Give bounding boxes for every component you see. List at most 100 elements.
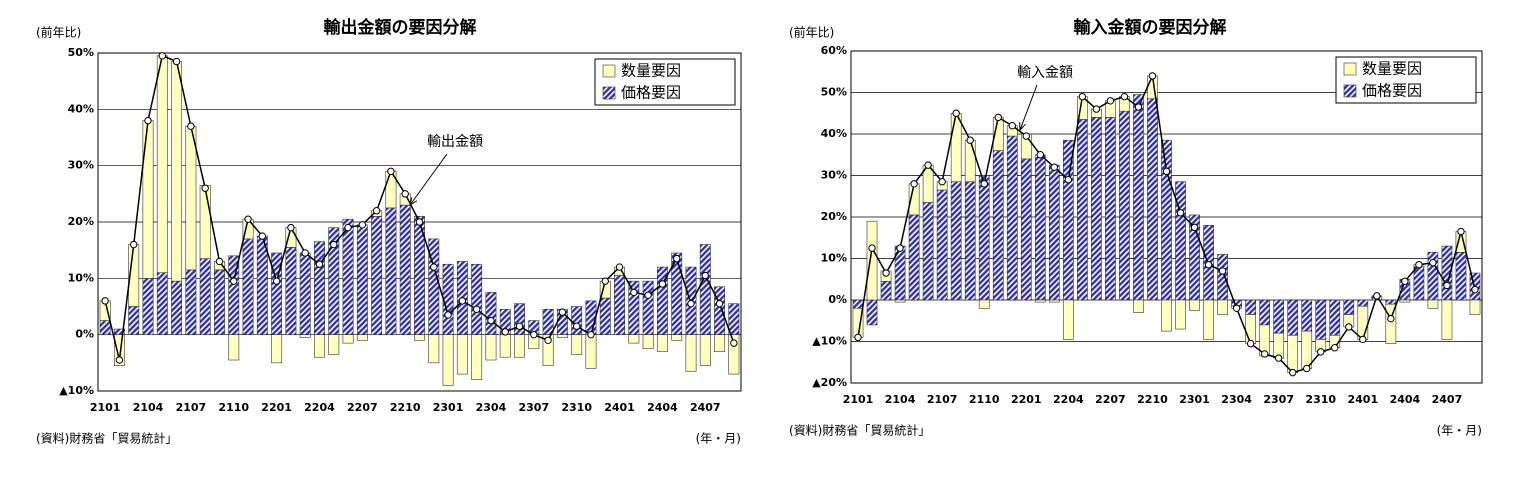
line-point <box>315 260 324 268</box>
line-point <box>1120 92 1129 101</box>
bar <box>328 334 340 355</box>
line-point <box>187 122 195 130</box>
bar <box>1413 266 1425 301</box>
line-point <box>430 263 438 271</box>
bar <box>1006 135 1018 301</box>
x-axis-label: (年・月) <box>1437 424 1482 438</box>
line-point <box>1050 163 1059 171</box>
bar <box>866 220 878 301</box>
source-note: (資料)財務省「貿易統計」 <box>789 423 930 438</box>
line-point <box>1162 167 1171 176</box>
line-point <box>1401 277 1409 286</box>
line-point <box>515 322 524 330</box>
x-tick-label: 2301 <box>1179 393 1210 406</box>
bar <box>1203 299 1214 340</box>
bar <box>964 181 976 301</box>
bar <box>628 334 640 344</box>
line-point <box>358 221 367 229</box>
line-point <box>673 254 681 263</box>
annotation-arrow <box>1019 84 1038 131</box>
y-tick-label: ▲20% <box>812 376 847 389</box>
line-point <box>287 223 295 232</box>
line-point <box>1373 292 1381 300</box>
line-point <box>1232 304 1241 312</box>
bar <box>542 334 554 366</box>
x-tick-label: 2207 <box>347 401 378 414</box>
bar <box>256 235 268 335</box>
bar <box>685 334 697 372</box>
x-tick-label: 2301 <box>433 401 464 414</box>
line-point <box>572 322 581 330</box>
line-point <box>115 356 124 364</box>
bar <box>978 299 990 309</box>
y-tick-label: 10% <box>821 252 847 265</box>
line-point <box>1008 122 1016 130</box>
bar <box>1161 139 1172 301</box>
bar <box>585 334 597 369</box>
x-tick-label: 2404 <box>1390 393 1421 406</box>
bar <box>356 334 368 341</box>
bar <box>299 334 311 338</box>
line-point <box>1457 227 1465 236</box>
annotation-arrowhead <box>409 197 418 207</box>
bar <box>1091 117 1102 301</box>
bar <box>1034 154 1046 301</box>
bar <box>214 269 225 335</box>
line-point <box>344 223 352 232</box>
line-point <box>715 299 724 308</box>
bar <box>128 306 140 335</box>
line-point <box>1289 368 1297 377</box>
x-tick-label: 2201 <box>1011 393 1042 406</box>
bar <box>485 292 497 335</box>
x-tick-label: 2110 <box>218 401 249 414</box>
chart-title: 輸出金額の要因分解 <box>324 17 477 38</box>
bar <box>1357 305 1369 340</box>
bar <box>556 334 568 338</box>
x-axis-label: (年・月) <box>696 432 741 446</box>
bar <box>499 334 511 358</box>
bar <box>456 334 468 375</box>
bar <box>699 244 711 335</box>
bar <box>1245 299 1256 315</box>
bar <box>880 281 892 301</box>
source-note: (資料)財務省「貿易統計」 <box>36 431 177 446</box>
bar <box>714 286 726 335</box>
line-point <box>215 257 224 266</box>
line-point <box>472 305 481 314</box>
bar <box>571 334 583 355</box>
line-point <box>1036 151 1045 159</box>
bar <box>1245 314 1256 344</box>
bar <box>442 334 454 386</box>
bar <box>142 278 154 335</box>
bar <box>894 299 906 303</box>
line-point <box>868 244 876 252</box>
x-tick-label: 2304 <box>476 401 507 414</box>
legend-label: 数量要因 <box>621 62 681 80</box>
bar <box>671 334 683 341</box>
bar <box>542 309 554 335</box>
bar <box>199 258 211 335</box>
line-point <box>1022 132 1030 140</box>
bar <box>852 299 864 309</box>
y-axis-label: (前年比) <box>789 25 834 40</box>
annotation: 輸入金額 <box>1017 65 1073 81</box>
bar <box>485 334 497 361</box>
bar <box>1469 299 1481 315</box>
bar <box>1189 299 1200 311</box>
y-tick-label: ▲10% <box>812 335 847 348</box>
bar <box>442 263 454 335</box>
bar <box>1357 299 1369 307</box>
bar <box>1217 254 1228 301</box>
bar <box>342 334 354 344</box>
line-point <box>587 330 595 339</box>
line-point <box>244 215 252 223</box>
annotation: 輸出金額 <box>427 134 483 150</box>
bar <box>1287 299 1299 336</box>
bar <box>1301 330 1313 369</box>
bar <box>1343 299 1355 315</box>
line-point <box>601 277 609 285</box>
line-point <box>1303 364 1311 373</box>
y-tick-label: 60% <box>821 44 847 57</box>
bar <box>950 112 962 183</box>
line-point <box>615 263 624 271</box>
